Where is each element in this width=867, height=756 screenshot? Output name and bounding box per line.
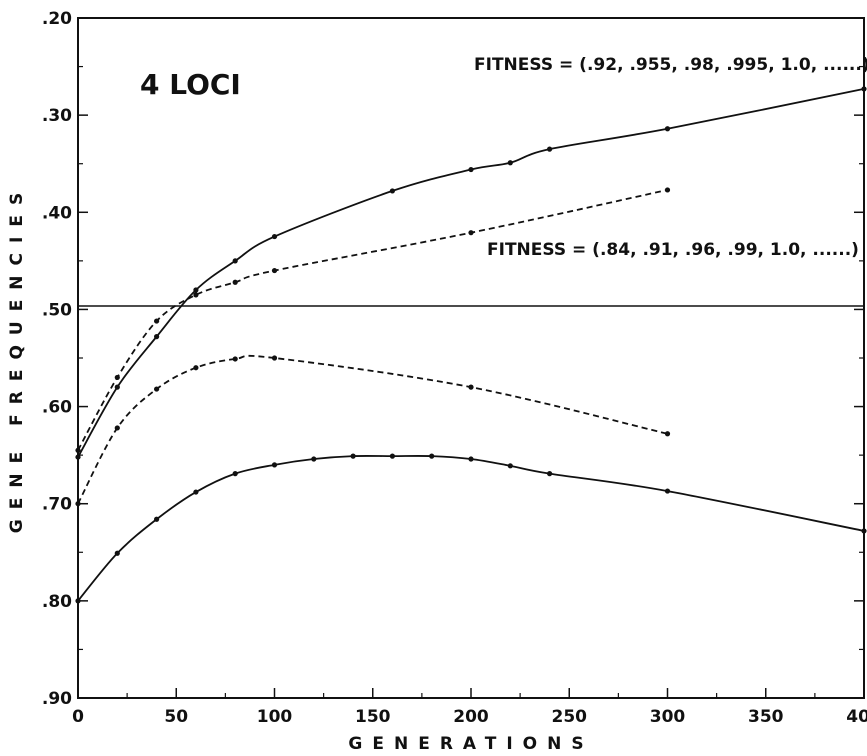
x-tick-label: 200	[453, 707, 489, 727]
data-point	[232, 258, 238, 264]
x-tick-label: 0	[72, 707, 84, 727]
data-point	[271, 233, 278, 240]
data-point	[193, 489, 199, 495]
fitness-annotation-dashed: FITNESS = (.84, .91, .96, .99, 1.0, ....…	[487, 240, 859, 260]
series-line-solid-0	[77, 88, 865, 458]
data-point	[664, 187, 671, 193]
data-point	[861, 86, 867, 92]
data-point	[507, 160, 513, 166]
data-point	[664, 488, 671, 494]
data-point	[271, 267, 278, 274]
data-point	[547, 471, 553, 477]
data-point	[271, 355, 278, 361]
data-point	[154, 516, 160, 522]
data-point	[114, 384, 120, 390]
data-point	[311, 456, 317, 462]
data-point	[547, 146, 553, 152]
y-tick-label: .90	[42, 689, 72, 709]
fitness-annotation-solid: FITNESS = (.92, .955, .98, .995, 1.0, ..…	[474, 55, 867, 75]
data-point	[468, 166, 474, 173]
data-point	[114, 425, 120, 431]
series-layer	[75, 86, 867, 604]
data-point	[114, 550, 120, 556]
y-tick-label: .20	[42, 9, 72, 29]
data-point	[389, 453, 395, 459]
x-tick-label: 50	[164, 707, 188, 727]
data-point	[468, 230, 474, 236]
y-tick-label: .70	[42, 495, 72, 515]
data-point	[154, 334, 160, 340]
y-axis-title: GENE FREQUENCIES	[7, 183, 27, 533]
data-point	[389, 188, 395, 194]
plot-area-frame	[77, 17, 865, 699]
data-point	[232, 356, 238, 362]
data-point	[154, 318, 160, 324]
x-axis-title: GENERATIONS	[348, 734, 593, 754]
y-tick-label: .50	[42, 300, 72, 320]
series-line-dashed-3	[77, 354, 668, 505]
data-point	[154, 386, 160, 392]
x-tick-label: 300	[650, 707, 686, 727]
data-point	[114, 374, 120, 381]
x-tick-label: 250	[552, 707, 588, 727]
ticks-layer: 0 50 100 150 200 250 300 350 400 .20 .30 .40 .50 .60.…	[42, 9, 867, 727]
x-tick-label: 150	[355, 707, 391, 727]
y-tick-label: .60	[42, 398, 72, 418]
chart-title: 4 LOCI	[140, 68, 241, 101]
x-tick-label: 100	[257, 707, 293, 727]
data-point	[75, 447, 81, 453]
series-line-solid-1	[77, 455, 865, 602]
data-point	[468, 384, 474, 390]
data-point	[861, 528, 867, 534]
x-tick-label: 400	[846, 707, 867, 727]
y-tick-label: .80	[42, 592, 72, 612]
data-point	[468, 456, 474, 462]
data-point	[193, 365, 199, 371]
data-point	[664, 126, 671, 132]
data-point	[429, 453, 435, 459]
data-point	[75, 454, 81, 460]
data-point	[507, 463, 513, 469]
y-tick-label: .30	[42, 106, 72, 126]
data-point	[664, 431, 671, 437]
data-point	[193, 292, 199, 298]
data-point	[350, 453, 356, 459]
x-tick-label: 350	[748, 707, 784, 727]
data-point	[193, 287, 199, 293]
data-point	[271, 462, 278, 468]
data-point	[232, 279, 238, 285]
data-point	[232, 471, 238, 477]
y-tick-label: .40	[42, 203, 72, 223]
